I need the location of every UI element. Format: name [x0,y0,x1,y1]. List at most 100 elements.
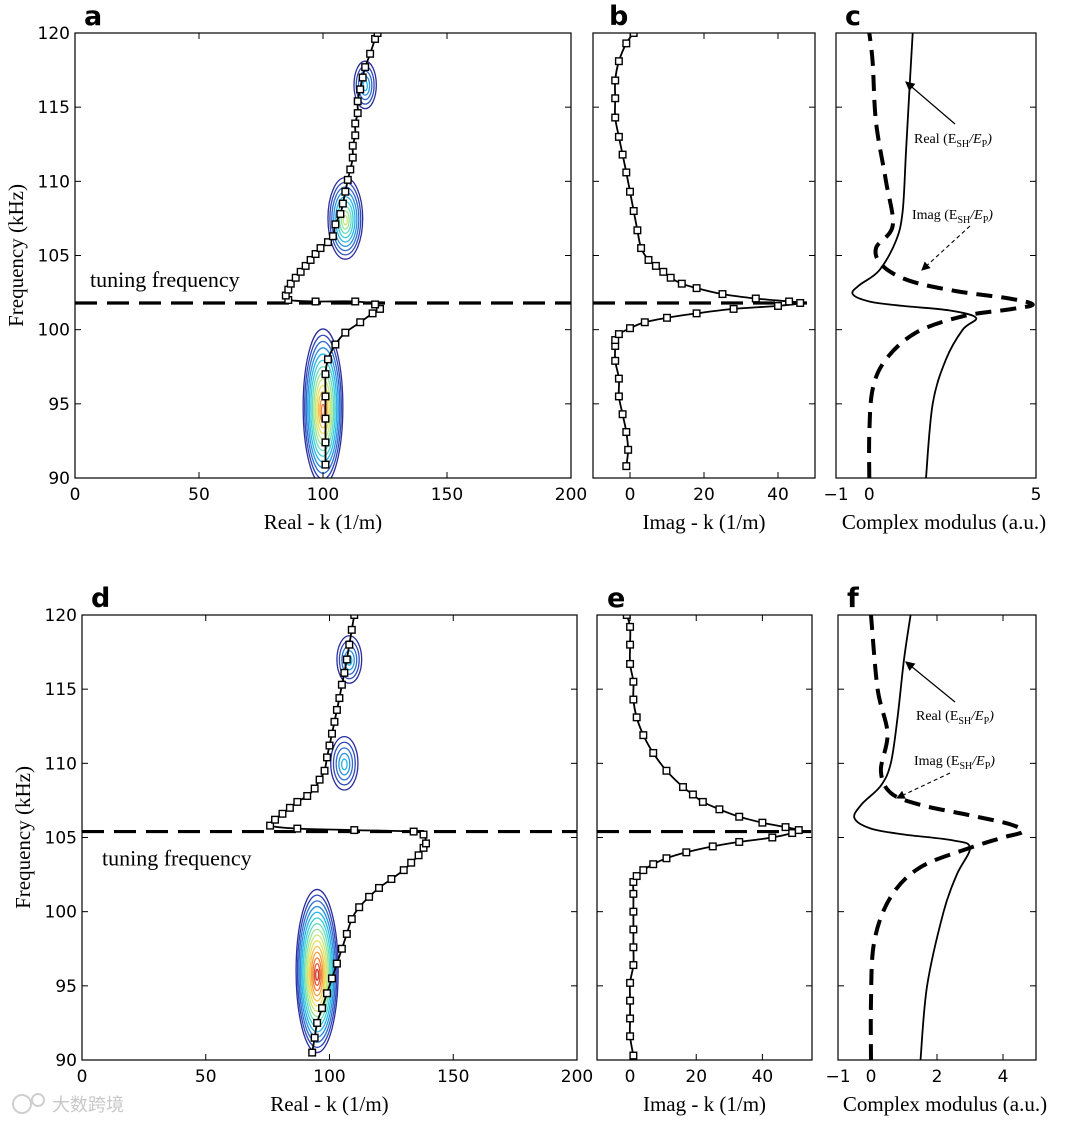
data-point-9 [347,915,356,924]
y-tick-label: 105 [45,829,77,849]
data-point-32 [629,695,638,704]
contour-0-level-10 [317,391,329,429]
x-axis-label: Real - k (1/m) [264,510,382,534]
contour-0-level-7 [305,928,329,1018]
y-tick-label: 110 [45,754,77,774]
x-tick-label: 200 [561,1067,593,1087]
label-part: SH [958,716,971,727]
data-point-39 [340,668,349,677]
data-point-27 [633,226,642,235]
data-point-2 [622,428,631,437]
data-point-8 [629,907,638,916]
label-part: SH [956,139,969,150]
data-point-35 [626,640,635,649]
panel-label: b [609,1,628,32]
series-line-0 [284,33,381,465]
data-point-15 [407,858,416,867]
y-tick-label: 110 [38,172,70,192]
contour-0-level-8 [314,378,332,440]
data-point-1 [624,445,633,454]
panel-a: 0 50 100 150 200 90 95 100 105 110 115 120 a Real - k… [4,1,587,534]
contour-1-level-3 [338,752,351,776]
y-axis-label: Frequency (kHz) [4,184,28,327]
x-axis-label: Real - k (1/m) [270,1092,388,1116]
data-point-40 [342,655,351,664]
data-point-24 [715,805,724,814]
data-point-30 [315,775,324,784]
data-point-35 [611,76,620,85]
data-point-7 [341,328,350,337]
data-point-19 [718,290,727,299]
plot-area-e [597,615,812,1060]
data-point-18 [751,294,760,303]
data-point-13 [649,860,658,869]
data-point-42 [347,625,356,634]
data-point-37 [622,39,631,48]
data-point-36 [626,622,635,631]
data-point-27 [293,797,302,806]
real-label: Real (ESH/EP) [914,132,992,150]
real-label: Real (ESH/EP) [916,709,994,727]
contour-0-level-2 [298,900,337,1043]
data-point-9 [368,309,377,318]
data-point-26 [331,220,340,229]
data-point-21 [306,255,315,264]
label-part: ) [988,709,994,724]
data-point-36 [614,57,623,66]
x-tick-label: 50 [195,1067,217,1087]
data-point-22 [311,250,320,259]
data-point-29 [649,748,658,757]
data-point-5 [614,374,623,383]
plot-area-d [82,615,577,1057]
x-tick-label: 20 [693,485,715,505]
data-point-17 [785,297,794,306]
data-point-4 [323,989,332,998]
series-line-0 [851,33,978,478]
contour-0-level-14 [315,968,320,981]
data-point-22 [758,818,767,827]
y-tick-label: 120 [45,606,77,626]
data-point-29 [310,784,319,793]
data-point-0 [622,462,631,471]
data-point-20 [301,261,310,270]
data-point-17 [286,279,295,288]
data-point-20 [794,826,803,835]
tuning-frequency-label: tuning frequency [90,267,240,292]
data-point-37 [335,694,344,703]
label-part: ) [987,208,993,223]
panel-b: 0 20 40 b Imag - k (1/m) [592,1,816,534]
data-point-5 [327,974,336,983]
data-point-10 [376,304,385,313]
x-axis-label: Complex modulus (a.u.) [843,1092,1047,1116]
label-part: P [982,139,988,150]
contour-0-level-1 [304,334,342,478]
data-point-36 [332,705,341,714]
data-point-10 [626,324,635,333]
data-point-25 [644,255,653,264]
data-point-13 [692,309,701,318]
x-tick-label: 0 [625,485,636,505]
x-tick-label: 4 [998,1067,1009,1087]
axes-frame [835,32,1037,479]
data-point-18 [291,273,300,282]
watermark: 大数跨境 [12,1093,124,1116]
label-part: SH [959,761,972,772]
series-line-1 [867,33,1035,478]
data-point-12 [663,313,672,322]
x-tick-label: 0 [625,1067,636,1087]
imag-arrow [896,772,951,799]
data-point-26 [688,790,697,799]
x-tick-label: 100 [313,1067,345,1087]
contour-1-level-4 [335,196,356,243]
data-point-29 [341,187,350,196]
imag-arrow [921,225,971,271]
x-tick-label: 200 [555,485,587,505]
panel-d: 0 50 100 150 200 90 95 100 105 110 115 120 d Real - k… [11,583,593,1116]
label-part: ) [989,754,995,769]
x-tick-label: 2 [932,1067,943,1087]
data-point-8 [356,318,365,327]
data-point-34 [351,131,360,140]
data-point-32 [614,132,623,141]
panel-label: e [607,583,625,614]
